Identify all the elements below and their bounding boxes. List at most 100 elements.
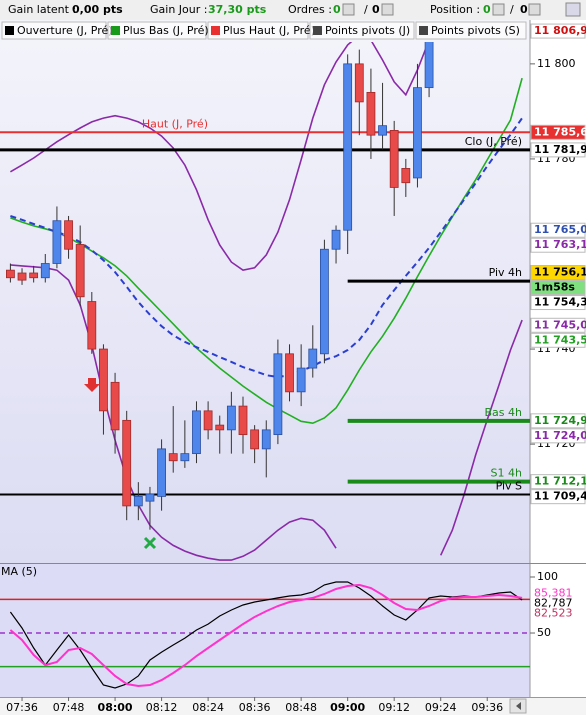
level-label: Piv 4h bbox=[489, 266, 522, 279]
legend-swatch bbox=[111, 26, 120, 35]
settings-icon[interactable] bbox=[492, 3, 505, 16]
legend-swatch bbox=[211, 26, 220, 35]
price-label: 11 781,9 bbox=[534, 143, 586, 156]
candle-body bbox=[215, 424, 225, 431]
toolbar-text: Gain Jour : bbox=[150, 3, 207, 16]
price-label-box bbox=[530, 332, 586, 348]
price-label: 11 756,1 bbox=[534, 266, 586, 279]
toolbar-text: 0 bbox=[333, 3, 341, 16]
overlay-line bbox=[10, 117, 523, 379]
price-label-box bbox=[530, 23, 586, 39]
level-label: Bas 4h bbox=[485, 406, 523, 419]
legend-label: Plus Haut (J, Pré) bbox=[223, 24, 315, 37]
candle-body bbox=[308, 348, 318, 369]
legend-swatch bbox=[313, 26, 322, 35]
price-label-box bbox=[530, 413, 586, 429]
price-label: 11 763,1 bbox=[534, 238, 586, 251]
legend-box[interactable] bbox=[309, 21, 415, 40]
x-tick-label: 08:12 bbox=[146, 701, 178, 714]
candle-body bbox=[145, 493, 155, 502]
candle-body bbox=[354, 63, 364, 103]
price-label-box bbox=[530, 317, 586, 333]
legend-swatch bbox=[5, 26, 14, 35]
candle-body bbox=[343, 63, 353, 231]
candle-body bbox=[296, 367, 306, 393]
price-label: 11 745,0 bbox=[534, 318, 586, 331]
cross-marker bbox=[143, 536, 157, 550]
toolbar-text: 0,00 pts bbox=[72, 3, 123, 16]
price-label: 11 712,1 bbox=[534, 475, 586, 488]
panel-icon[interactable] bbox=[565, 2, 581, 17]
price-label: 11 743,5 bbox=[534, 333, 586, 346]
candle-body bbox=[122, 419, 132, 507]
candle-body bbox=[273, 353, 283, 436]
toolbar-text: Gain latent : bbox=[8, 3, 76, 16]
x-tick-label: 08:36 bbox=[239, 701, 271, 714]
price-label-box bbox=[530, 124, 586, 140]
settings-icon[interactable] bbox=[381, 3, 394, 16]
candle-body bbox=[389, 130, 399, 188]
overlay-line bbox=[9, 42, 430, 272]
candle-body bbox=[226, 405, 236, 431]
candle-body bbox=[401, 168, 411, 184]
price-label: 11 709,4 bbox=[534, 490, 586, 503]
candle-body bbox=[157, 448, 166, 497]
x-tick-label: 08:48 bbox=[285, 701, 317, 714]
legend-box[interactable] bbox=[1, 21, 107, 40]
price-label: 11 724,0 bbox=[534, 429, 586, 442]
candle-body bbox=[180, 453, 190, 462]
candle-body bbox=[261, 429, 271, 450]
toolbar-text: 0 bbox=[520, 3, 528, 16]
settings-icon[interactable] bbox=[342, 3, 355, 16]
price-label-box bbox=[530, 280, 586, 296]
toolbar-text: 37,30 pts bbox=[208, 3, 267, 16]
toolbar-text: Ordres : bbox=[288, 3, 332, 16]
candle-body bbox=[331, 229, 341, 250]
x-tick-label: 08:00 bbox=[98, 701, 133, 714]
candle-body bbox=[99, 348, 108, 412]
price-label: 11 785,6 bbox=[534, 125, 586, 138]
candle-body bbox=[110, 381, 120, 431]
toolbar-text: 0 bbox=[483, 3, 491, 16]
price-label: 11 724,9 bbox=[534, 414, 586, 427]
x-tick-label: 09:12 bbox=[378, 701, 410, 714]
toolbar-text: / bbox=[364, 3, 368, 16]
down-arrow-marker bbox=[84, 378, 100, 392]
price-label-box bbox=[530, 265, 586, 281]
price-label-box bbox=[530, 428, 586, 444]
price-label: 82,523 bbox=[534, 606, 573, 619]
toolbar-text: Position : bbox=[430, 3, 480, 16]
price-label-box bbox=[530, 474, 586, 490]
overlay-line bbox=[10, 264, 523, 561]
candle-body bbox=[366, 91, 376, 136]
candle-body bbox=[238, 405, 248, 436]
legend-box[interactable] bbox=[107, 21, 207, 40]
x-tick-label: 09:36 bbox=[471, 701, 503, 714]
price-label: 11 765,0 bbox=[534, 223, 586, 236]
price-label: 85,381 bbox=[534, 586, 573, 599]
price-label: 11 754,3 bbox=[534, 296, 586, 309]
candle-body bbox=[87, 301, 97, 350]
settings-icon[interactable] bbox=[528, 3, 541, 16]
level-label: S1 4h bbox=[491, 467, 522, 480]
legend-box[interactable] bbox=[415, 21, 527, 40]
y-tick-label: 11 800 bbox=[537, 57, 576, 70]
candle-body bbox=[17, 272, 27, 281]
legend-box[interactable] bbox=[207, 21, 309, 40]
y-tick-label: 100 bbox=[537, 570, 558, 583]
toolbar bbox=[0, 0, 586, 20]
candle-body bbox=[40, 263, 50, 279]
toolbar-text: / bbox=[510, 3, 514, 16]
candle-body bbox=[250, 429, 260, 450]
candle-body bbox=[424, 42, 434, 89]
indicator-title: MA (5) bbox=[1, 565, 37, 578]
candle-body bbox=[413, 87, 422, 179]
price-label-box bbox=[530, 142, 586, 158]
legend-label: Plus Bas (J, Pré) bbox=[123, 24, 209, 37]
price-label: 1m58s bbox=[534, 281, 575, 294]
candle-body bbox=[285, 353, 294, 393]
oscillator-line bbox=[9, 583, 523, 688]
legend-label: Ouverture (J, Pré) bbox=[17, 24, 113, 37]
price-panel bbox=[0, 20, 530, 563]
scroll-buttons[interactable] bbox=[509, 698, 527, 714]
